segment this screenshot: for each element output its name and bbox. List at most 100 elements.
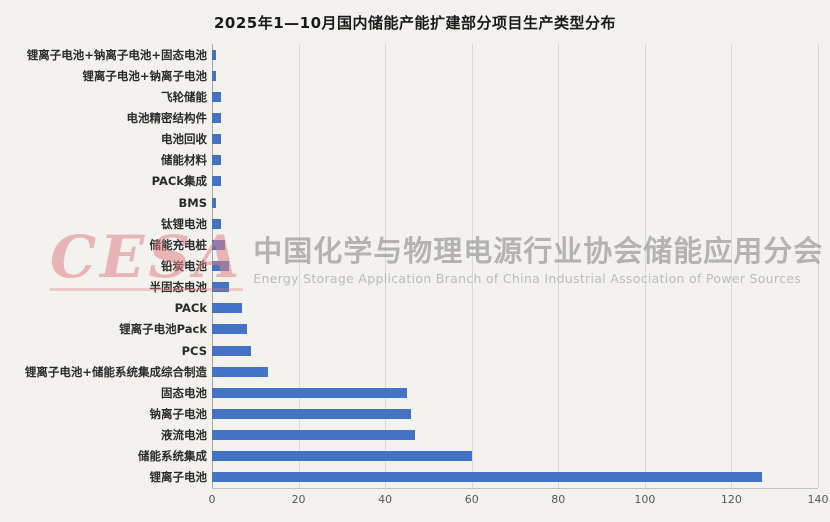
- category-label: 固态电池: [161, 385, 207, 400]
- bar: [212, 112, 221, 123]
- bar-track: [212, 403, 818, 424]
- bar-track: [212, 255, 818, 276]
- chart-row: 液流电池: [6, 425, 818, 446]
- x-tick-label: 0: [208, 493, 216, 506]
- gridline: [471, 44, 473, 488]
- x-tick-label: 120: [720, 493, 742, 506]
- bar: [212, 408, 412, 419]
- bar-track: [212, 382, 818, 403]
- chart-row: 电池回收: [6, 129, 818, 150]
- category-label: 半固态电池: [149, 280, 208, 295]
- bar-track: [212, 446, 818, 467]
- bar: [212, 49, 217, 60]
- gridline: [818, 44, 819, 488]
- category-label: 锂离子电池Pack: [119, 322, 207, 337]
- bar-track: [212, 319, 818, 340]
- chart-row: PACk集成: [6, 171, 818, 192]
- bar: [212, 197, 217, 208]
- chart-row: PACk: [6, 298, 818, 319]
- bar-track: [212, 361, 818, 382]
- chart-row: PCS: [6, 340, 818, 361]
- gridline: [644, 44, 646, 488]
- bar: [212, 345, 251, 356]
- chart-row: 锂离子电池+钠离子电池+固态电池: [6, 44, 818, 65]
- category-label: 锂离子电池+储能系统集成综合制造: [24, 364, 207, 379]
- chart-row: 锂离子电池+储能系统集成综合制造: [6, 361, 818, 382]
- chart-row: 钠离子电池: [6, 403, 818, 424]
- category-label: 钠离子电池: [149, 406, 208, 421]
- category-label: PACk: [174, 301, 207, 316]
- bar-track: [212, 467, 818, 488]
- bar: [212, 176, 221, 187]
- category-label: 铅炭电池: [161, 258, 207, 273]
- category-label: 液流电池: [161, 428, 207, 443]
- chart-row: 飞轮储能: [6, 86, 818, 107]
- chart-title: 2025年1—10月国内储能产能扩建部分项目生产类型分布: [213, 14, 617, 32]
- gridline: [731, 44, 733, 488]
- chart-row: 电池精密结构件: [6, 107, 818, 128]
- bar-track: [212, 86, 818, 107]
- chart-row: 储能系统集成: [6, 446, 818, 467]
- x-tick-label: 100: [634, 493, 656, 506]
- chart-row: 锂离子电池Pack: [6, 319, 818, 340]
- chart-row: 锂离子电池: [6, 467, 818, 488]
- x-axis: 0 20 40 60 80 100 120 140: [208, 493, 829, 509]
- chart-row: 铅炭电池: [6, 255, 818, 276]
- chart-row: 钛锂电池: [6, 213, 818, 234]
- bar-track: [212, 44, 818, 65]
- bar-track: [212, 277, 818, 298]
- x-tick-label: 60: [464, 493, 479, 506]
- bar-track: [212, 150, 818, 171]
- chart-row: 半固态电池: [6, 277, 818, 298]
- category-label: 储能系统集成: [138, 449, 207, 464]
- bar-track: [212, 425, 818, 446]
- bar: [212, 472, 762, 483]
- category-label: PCS: [181, 343, 207, 358]
- category-label: PACk集成: [151, 174, 207, 189]
- category-label: 储能充电桩: [149, 237, 208, 252]
- category-label: 电池回收: [161, 132, 207, 147]
- chart-row: 储能材料: [6, 150, 818, 171]
- bar-track: [212, 192, 818, 213]
- bar: [212, 70, 217, 81]
- x-tick-label: 80: [551, 493, 566, 506]
- gridline: [298, 44, 300, 488]
- bar: [212, 303, 243, 314]
- bar: [212, 430, 416, 441]
- category-label: 电池精密结构件: [126, 110, 208, 125]
- bar: [212, 239, 225, 250]
- category-label: 锂离子电池+钠离子电池: [82, 68, 207, 83]
- chart-row: 储能充电桩: [6, 234, 818, 255]
- bar-track: [212, 340, 818, 361]
- bar-track: [212, 234, 818, 255]
- category-label: 储能材料: [161, 153, 207, 168]
- bar: [212, 366, 269, 377]
- bar: [212, 155, 221, 166]
- chart-row: 固态电池: [6, 382, 818, 403]
- bar-track: [212, 129, 818, 150]
- x-tick-label: 20: [291, 493, 306, 506]
- category-label: BMS: [178, 195, 208, 210]
- category-label: 锂离子电池+钠离子电池+固态电池: [26, 47, 207, 62]
- bar-track: [212, 213, 818, 234]
- gridline: [385, 44, 387, 488]
- bar-track: [212, 107, 818, 128]
- bar-track: [212, 298, 818, 319]
- bar: [212, 91, 221, 102]
- chart-row: 锂离子电池+钠离子电池: [6, 65, 818, 86]
- bar: [212, 218, 221, 229]
- bar: [212, 134, 221, 145]
- x-tick-label: 40: [378, 493, 393, 506]
- x-tick-label: 140: [807, 493, 829, 506]
- bar: [212, 387, 407, 398]
- category-label: 钛锂电池: [161, 216, 207, 231]
- chart-rows: 锂离子电池+钠离子电池+固态电池锂离子电池+钠离子电池飞轮储能电池精密结构件电池…: [6, 44, 818, 488]
- bar: [212, 451, 472, 462]
- bar-track: [212, 171, 818, 192]
- bar: [212, 282, 230, 293]
- gridline: [558, 44, 560, 488]
- bar: [212, 324, 247, 335]
- chart-row: BMS: [6, 192, 818, 213]
- bar: [212, 260, 230, 271]
